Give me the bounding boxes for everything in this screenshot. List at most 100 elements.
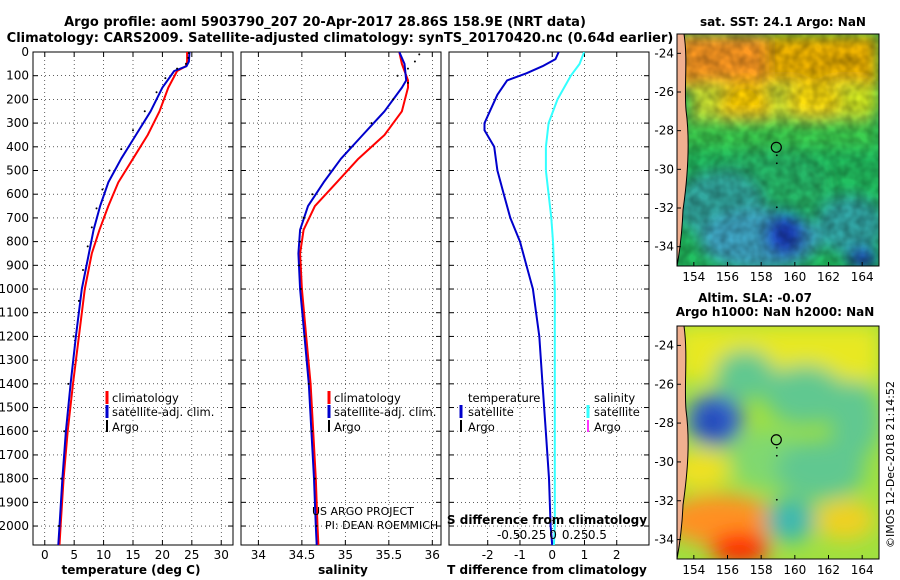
float-track-point: [775, 206, 778, 209]
map-y-tick-label: -30: [654, 455, 674, 469]
temperature-panel: 0100200300400500600700800900100011001200…: [0, 45, 234, 577]
argo-point: [406, 81, 409, 84]
depth-tick-label: 1100: [0, 306, 29, 320]
sst-map-axes: 154 156 158 160 162 164 -24 -26 -28 -30 -32 -34: [654, 46, 873, 284]
argo-point: [164, 77, 167, 80]
map-y-tick-label: -32: [654, 201, 674, 215]
series-line-satellite-adj-clim-: [57, 52, 191, 545]
depth-tick-label: 1500: [0, 401, 29, 415]
argo-point: [418, 53, 421, 56]
legend-label-s-argo: Argo: [594, 420, 621, 434]
argo-point: [300, 288, 302, 291]
depth-tick-label: 100: [6, 69, 29, 83]
argo-point: [396, 74, 399, 77]
float-track-point: [775, 154, 778, 157]
depth-tick-label: 0: [21, 45, 29, 59]
argo-point: [143, 110, 146, 113]
map-y-tick-label: -34: [654, 240, 674, 254]
argo-point: [77, 299, 80, 302]
map-x-tick-label: 154: [682, 563, 705, 577]
legend-label-climatology: climatology: [112, 391, 179, 405]
salinity-grid: [241, 51, 441, 545]
s-tick-label: 0.25: [562, 528, 589, 542]
salinity-legend: climatology satellite-adj. clim. Argo: [327, 391, 436, 434]
s-tick-label: 0.5: [588, 528, 607, 542]
map-y-tick-label: -26: [654, 85, 674, 99]
salinity-axis-label: salinity: [318, 563, 368, 577]
temperature-axis-label: temperature (deg C): [62, 563, 201, 577]
argo-point: [176, 67, 179, 70]
map-x-tick-label: 162: [817, 270, 840, 284]
x-tick-label: 1: [581, 548, 589, 562]
argo-point: [392, 98, 395, 101]
temperature-series: [57, 52, 191, 545]
temperature-x-axis: 0 5 10 15 20 25 30: [41, 548, 229, 562]
map-x-tick-label: 156: [716, 270, 739, 284]
map-x-tick-label: 164: [851, 270, 874, 284]
depth-tick-label: 1700: [0, 448, 29, 462]
argo-point: [298, 264, 301, 267]
argo-point: [311, 193, 314, 196]
map-x-tick-label: 158: [750, 563, 773, 577]
t-difference-axis-label: T difference from climatology: [447, 563, 647, 577]
argo-point: [413, 60, 416, 63]
argo-point: [120, 148, 123, 151]
depth-tick-label: 1400: [0, 377, 29, 391]
depth-tick-label: 1800: [0, 472, 29, 486]
temperature-plot-frame: [32, 51, 234, 546]
argo-point: [348, 145, 351, 148]
depth-tick-label: 1600: [0, 424, 29, 438]
figure-title-line2: Climatology: CARS2009. Satellite-adjuste…: [7, 31, 674, 46]
map-x-tick-label: 156: [716, 563, 739, 577]
difference-panel: -2 -1 0 1 2 -0.5-0.25 0 0.25 0.5 S difference f…: [447, 51, 650, 577]
sst-float-marker: [770, 141, 782, 209]
argo-point: [72, 335, 75, 338]
argo-point: [302, 216, 305, 219]
sla-map-title-line2: Argo h1000: NaN h2000: NaN: [676, 305, 875, 319]
project-credit-line2: PI: DEAN ROEMMICH: [325, 519, 438, 532]
x-tick-label: 36: [425, 548, 440, 562]
difference-legend: temperature satellite Argo salinity sate…: [459, 391, 640, 434]
argo-point: [60, 477, 63, 480]
depth-tick-label: 1200: [0, 329, 29, 343]
difference-x-axis: -2 -1 0 1 2: [482, 548, 621, 562]
series-line-climatology: [299, 52, 409, 545]
salinity-difference-axis: -0.5-0.25 0 0.25 0.5: [497, 528, 607, 542]
depth-tick-label: 1900: [0, 495, 29, 509]
argo-point: [406, 67, 409, 70]
x-tick-label: -2: [482, 548, 494, 562]
temperature-legend: climatology satellite-adj. clim. Argo: [105, 391, 214, 434]
depth-tick-label: 2000: [0, 519, 29, 533]
map-y-tick-label: -28: [654, 416, 674, 430]
x-tick-label: 10: [96, 548, 111, 562]
argo-point: [370, 122, 373, 125]
map-x-tick-label: 154: [682, 270, 705, 284]
x-tick-label: -1: [514, 548, 526, 562]
sst-field: [677, 34, 879, 266]
sla-map: Altim. SLA: -0.07 Argo h1000: NaN h2000:…: [654, 291, 880, 577]
x-tick-label: 5: [70, 548, 78, 562]
argo-point: [328, 169, 331, 172]
depth-tick-label: 500: [6, 164, 29, 178]
float-position-circle: [770, 141, 782, 153]
float-track-point: [775, 454, 778, 457]
float-position-circle: [770, 434, 782, 446]
legend-label-argo: Argo: [334, 420, 361, 434]
argo-point: [299, 240, 302, 243]
series-line-climatology: [58, 52, 189, 545]
x-tick-label: 35.5: [375, 548, 402, 562]
legend-title-salinity: salinity: [594, 391, 635, 405]
argo-point: [57, 525, 60, 528]
s-tick-label: -0.5: [497, 528, 520, 542]
series-line-t-satellite: [483, 52, 560, 545]
x-tick-label: 25: [184, 548, 199, 562]
s-tick-label: 0: [549, 528, 557, 542]
map-y-tick-label: -24: [654, 46, 674, 60]
float-track-point: [775, 498, 778, 501]
map-x-tick-label: 164: [851, 563, 874, 577]
sla-map-frame: [676, 325, 880, 560]
argo-point: [303, 335, 306, 338]
map-y-tick-label: -24: [654, 338, 674, 352]
s-tick-label: -0.25: [515, 528, 546, 542]
sla-field: [677, 326, 879, 559]
